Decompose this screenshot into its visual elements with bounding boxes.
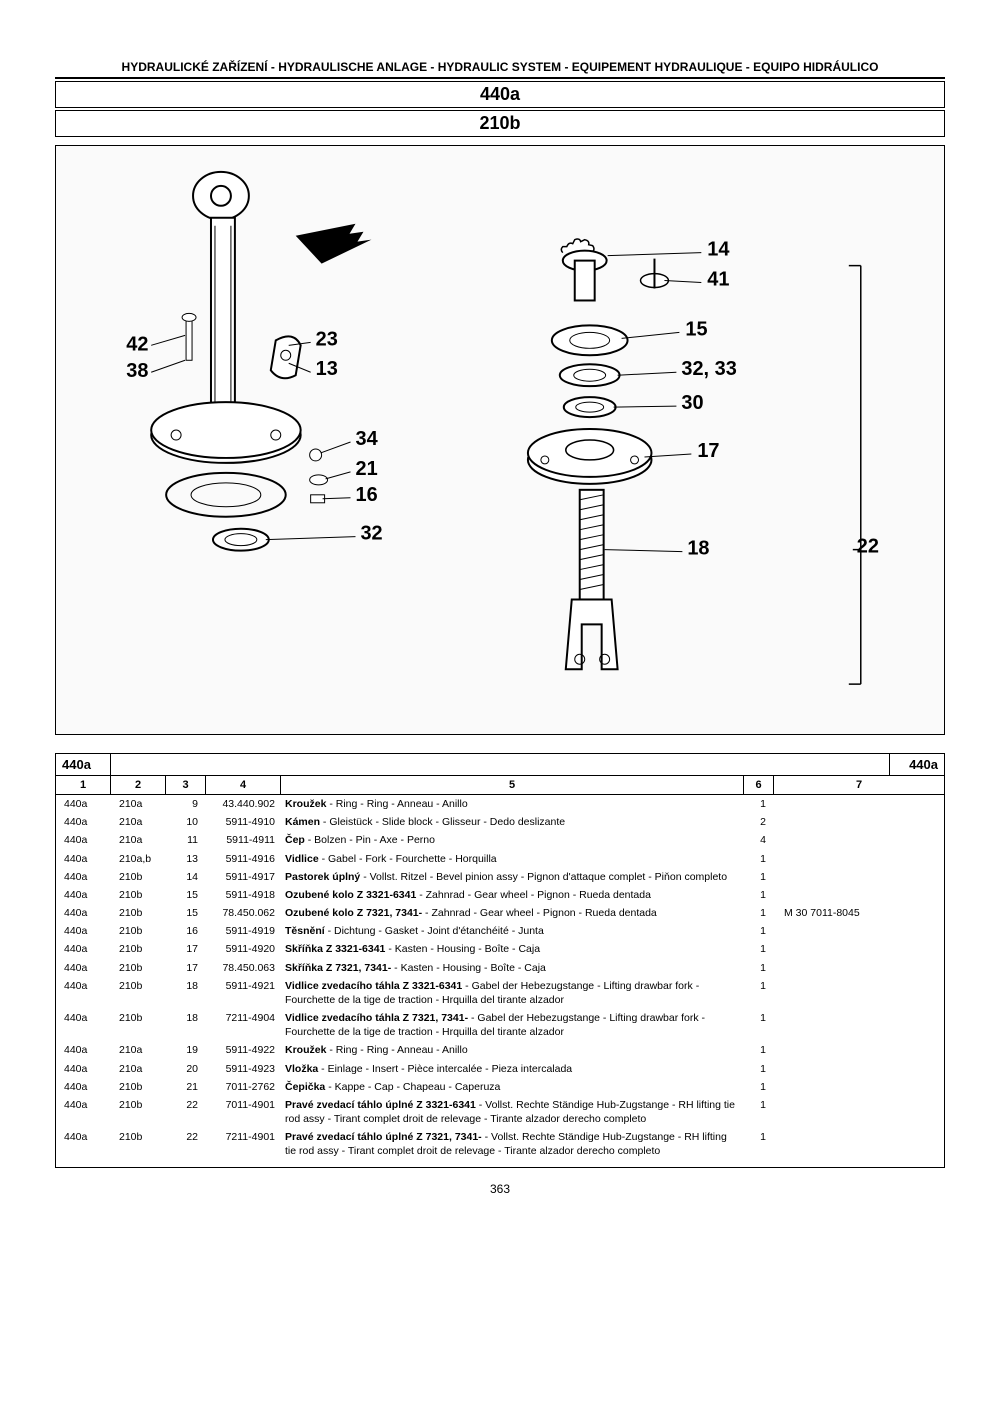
table-row: 440a210b217011-2762Čepička - Kappe - Cap… xyxy=(56,1078,944,1096)
callout-label: 32, 33 xyxy=(681,358,736,380)
table-row: 440a210b187211-4904Vidlice zvedacího táh… xyxy=(56,1009,944,1041)
assembly-code-1: 440a xyxy=(55,81,945,108)
callout-label: 17 xyxy=(697,440,719,462)
table-corner-right: 440a xyxy=(889,754,944,775)
table-row: 440a210a115911-4911Čep - Bolzen - Pin - … xyxy=(56,831,944,849)
callout-label: 38 xyxy=(126,360,148,382)
callout-label: 16 xyxy=(355,484,377,506)
callout-label: 21 xyxy=(355,458,377,480)
table-row: 440a210b185911-4921Vidlice zvedacího táh… xyxy=(56,977,944,1009)
table-row: 440a210b227211-4901Pravé zvedací táhlo ú… xyxy=(56,1128,944,1160)
parts-table: 440a 440a 1 2 3 4 5 6 7 440a210a943.440.… xyxy=(55,753,945,1168)
callout-label: 15 xyxy=(685,318,707,340)
callout-label: 32 xyxy=(360,523,382,545)
table-row: 440a210b227011-4901Pravé zvedací táhlo ú… xyxy=(56,1096,944,1128)
table-row: 440a210a205911-4923Vložka - Einlage - In… xyxy=(56,1060,944,1078)
page-number: 363 xyxy=(55,1182,945,1196)
table-row: 440a210a,b135911-4916Vidlice - Gabel - F… xyxy=(56,850,944,868)
table-row: 440a210b155911-4918Ozubené kolo Z 3321-6… xyxy=(56,886,944,904)
table-row: 440a210b1578.450.062Ozubené kolo Z 7321,… xyxy=(56,904,944,922)
callout-label: 41 xyxy=(707,269,729,291)
callout-label: 13 xyxy=(316,358,338,380)
table-row: 440a210b175911-4920Skříňka Z 3321-6341 -… xyxy=(56,940,944,958)
table-row: 440a210a943.440.902Kroužek - Ring - Ring… xyxy=(56,795,944,813)
callout-label: 14 xyxy=(707,239,729,261)
exploded-diagram: 42 38 23 13 34 21 16 32 14 41 15 32, 33 30 17 18 22 xyxy=(55,145,945,735)
callout-label: 30 xyxy=(681,392,703,414)
table-row: 440a210b165911-4919Těsnění - Dichtung - … xyxy=(56,922,944,940)
table-column-headers: 1 2 3 4 5 6 7 xyxy=(56,776,944,795)
table-row: 440a210a195911-4922Kroužek - Ring - Ring… xyxy=(56,1041,944,1059)
callout-label: 22 xyxy=(857,536,879,558)
table-row: 440a210b145911-4917Pastorek úplný - Voll… xyxy=(56,868,944,886)
callout-label: 18 xyxy=(687,538,709,560)
page-header: HYDRAULICKÉ ZAŘÍZENÍ - HYDRAULISCHE ANLA… xyxy=(55,60,945,79)
callout-label: 23 xyxy=(316,328,338,350)
assembly-code-2: 210b xyxy=(55,110,945,137)
table-row: 440a210a105911-4910Kámen - Gleistück - S… xyxy=(56,813,944,831)
table-row: 440a210b1778.450.063Skříňka Z 7321, 7341… xyxy=(56,959,944,977)
callout-label: 42 xyxy=(126,333,148,355)
table-corner-left: 440a xyxy=(56,754,111,775)
callout-label: 34 xyxy=(355,428,377,450)
